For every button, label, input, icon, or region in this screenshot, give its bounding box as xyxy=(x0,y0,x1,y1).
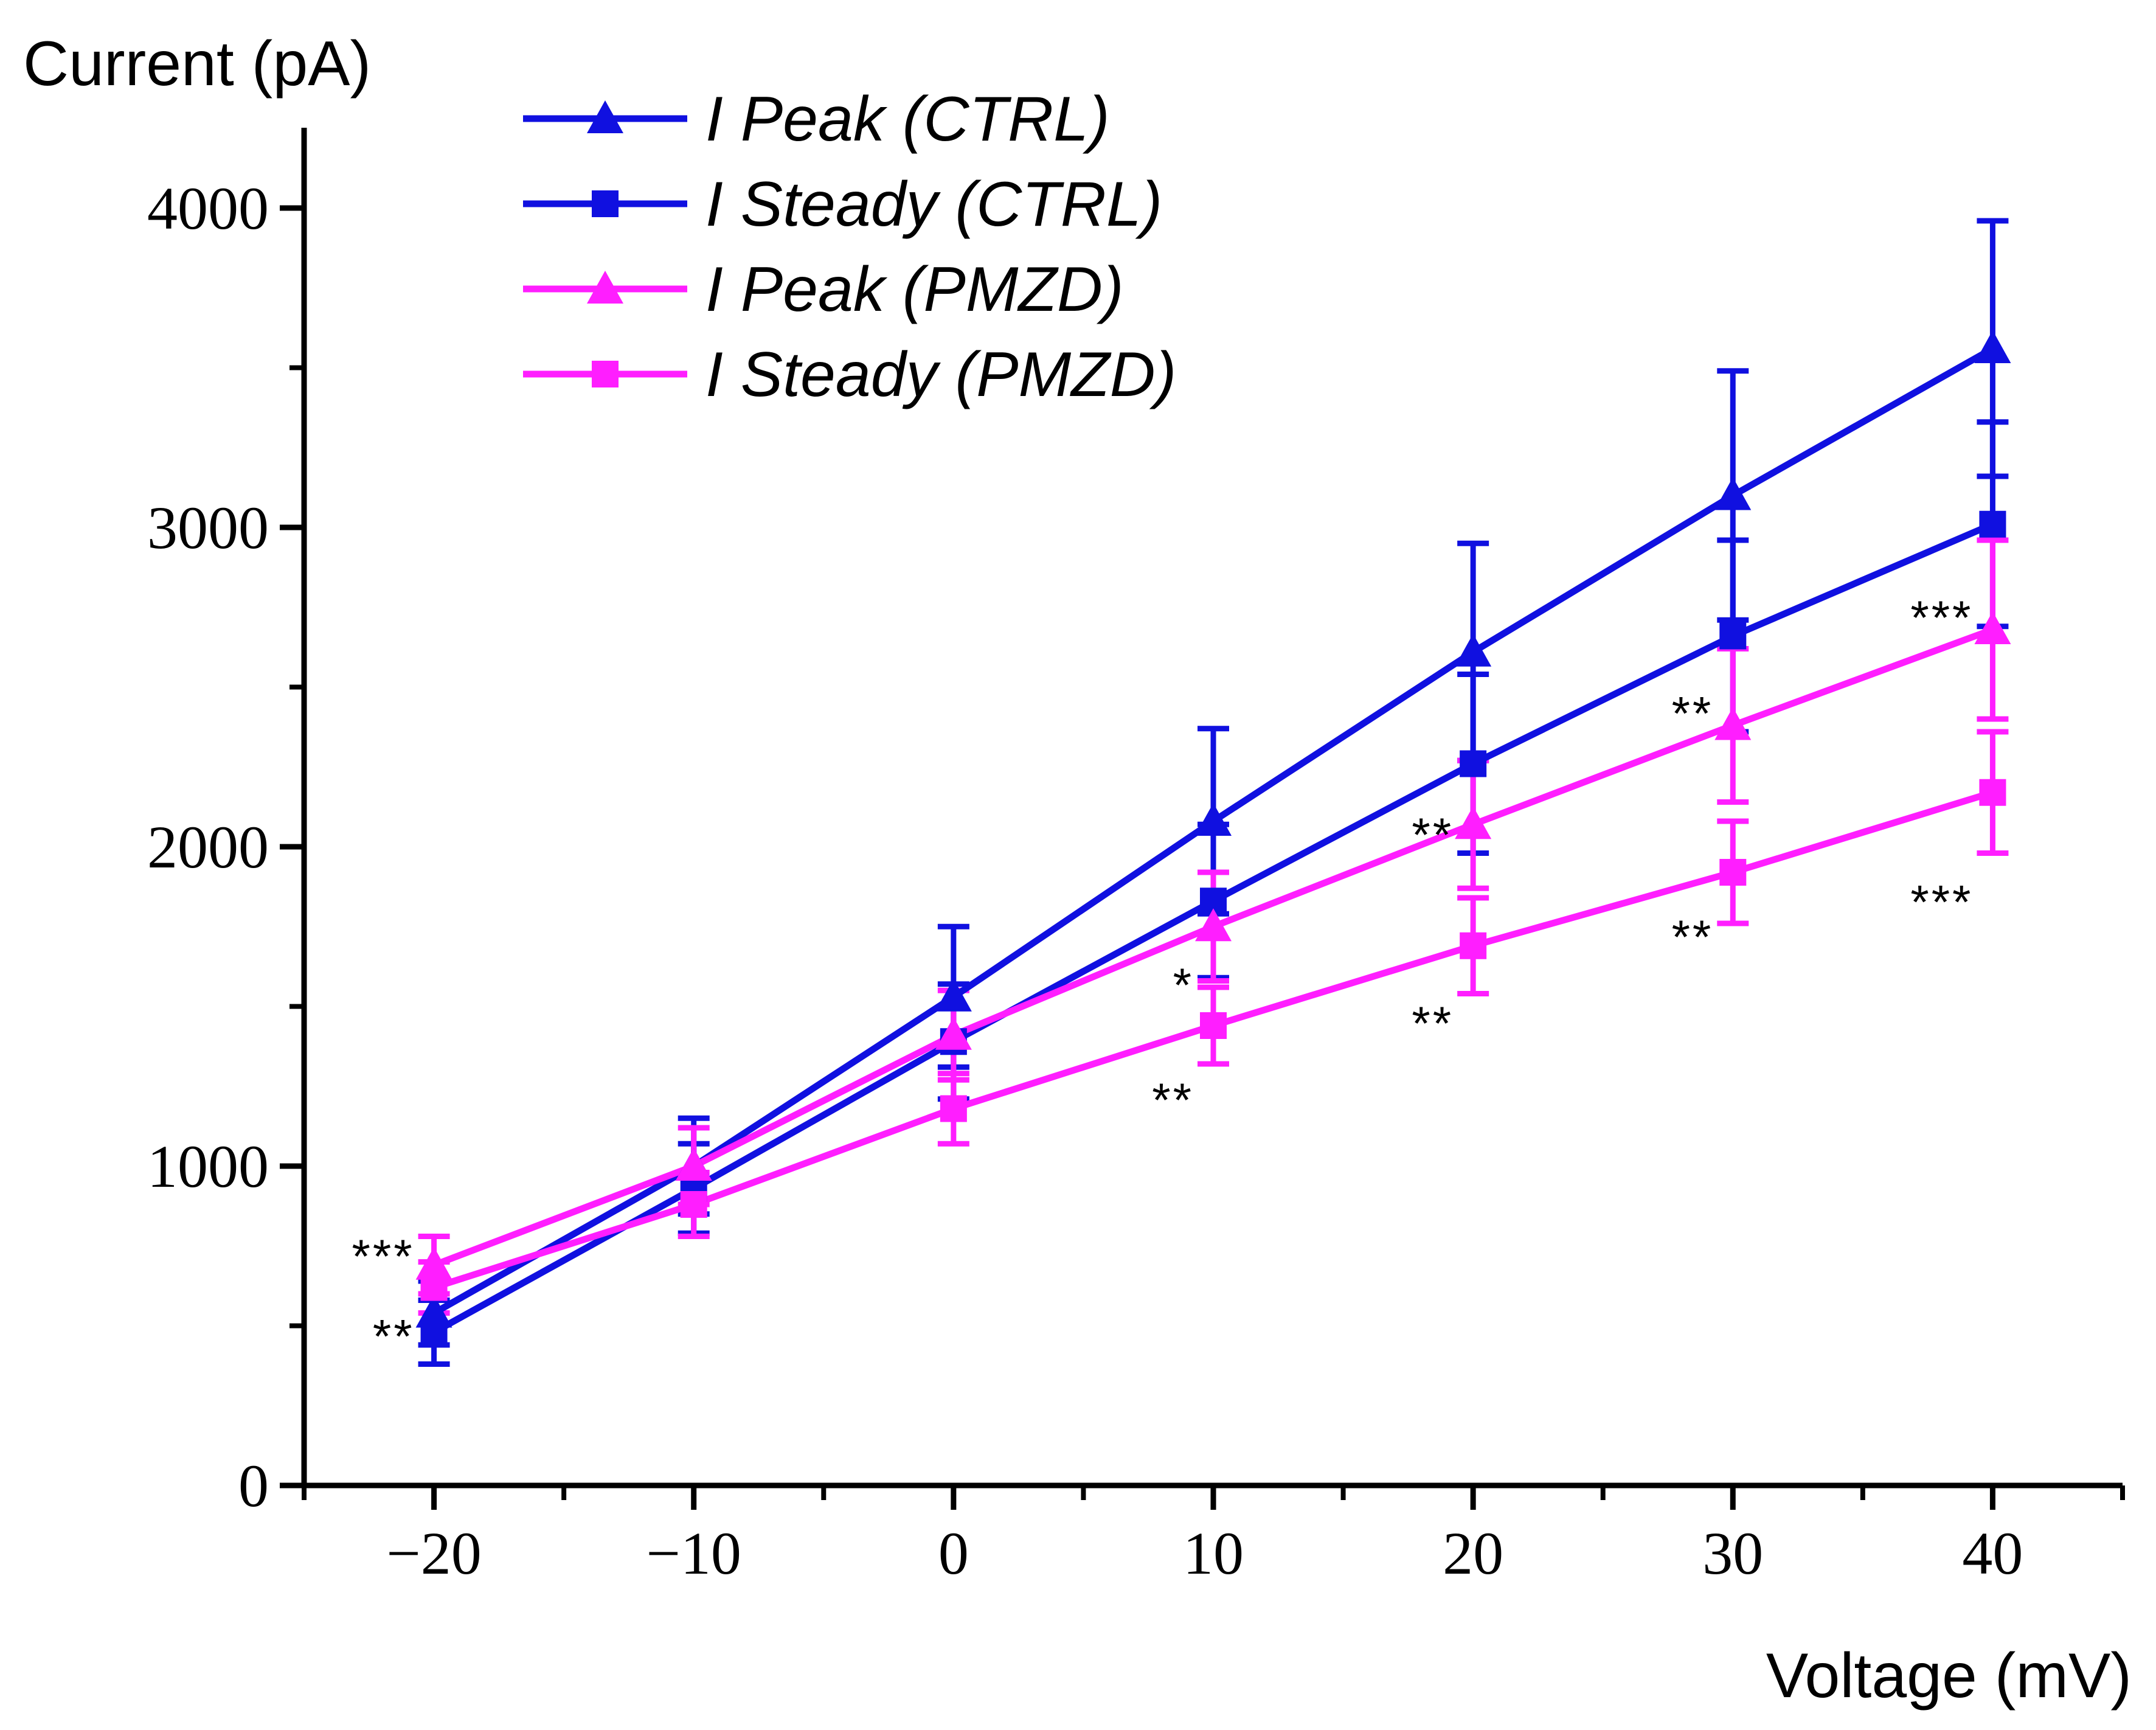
y-axis-title: Current (pA) xyxy=(23,29,371,99)
marker-i-steady-pmzd xyxy=(1719,859,1747,886)
legend-marker-i-peak-pmzd xyxy=(587,271,623,304)
significance-marker: *** xyxy=(352,1229,414,1283)
marker-i-peak-pmzd xyxy=(675,1148,712,1181)
x-tick-label: 0 xyxy=(938,1520,969,1587)
marker-i-steady-ctrl xyxy=(1979,510,2006,538)
marker-i-peak-pmzd xyxy=(1714,707,1752,740)
x-tick-label: 40 xyxy=(1962,1520,2023,1587)
legend-marker-i-peak-ctrl xyxy=(587,100,623,133)
data-markers xyxy=(415,330,2011,1346)
marker-i-steady-pmzd xyxy=(420,1274,448,1301)
y-tick-label: 3000 xyxy=(147,494,269,561)
significance-marker: ** xyxy=(1412,808,1454,861)
marker-i-steady-ctrl xyxy=(1719,622,1747,650)
marker-i-steady-pmzd xyxy=(940,1095,967,1122)
marker-i-peak-pmzd xyxy=(1455,806,1492,839)
significance-marker: ** xyxy=(373,1309,415,1363)
marker-i-peak-pmzd xyxy=(1974,611,2011,644)
x-tick-label: −20 xyxy=(386,1520,481,1587)
marker-i-steady-pmzd xyxy=(680,1191,707,1218)
y-tick-label: 0 xyxy=(238,1452,269,1520)
axes: 0 1000 2000 3000 4000 −20 −10 0 10 20 30 40 xyxy=(147,128,2125,1587)
y-tick-label: 1000 xyxy=(147,1133,269,1200)
marker-i-peak-pmzd xyxy=(935,1016,972,1050)
x-axis-title: Voltage (mV) xyxy=(1766,1641,2132,1711)
marker-i-steady-pmzd xyxy=(1979,779,2006,806)
x-tick-label: 20 xyxy=(1443,1520,1503,1587)
legend: I Peak (CTRL) I Steady (CTRL) I Peak (PMZD… xyxy=(523,84,1176,410)
marker-i-peak-ctrl xyxy=(1195,803,1232,836)
significance-marker: ** xyxy=(1672,687,1714,740)
significance-marker: ** xyxy=(1152,1073,1194,1127)
significance-annotations: ********************** xyxy=(352,591,1973,1363)
legend-marker-i-steady-ctrl xyxy=(592,190,619,217)
marker-i-steady-ctrl xyxy=(420,1319,448,1346)
marker-i-peak-ctrl xyxy=(935,978,972,1012)
y-tick-label: 4000 xyxy=(147,175,269,242)
legend-label-i-steady-pmzd: I Steady (PMZD) xyxy=(705,339,1176,410)
marker-i-peak-ctrl xyxy=(1974,330,2011,363)
marker-i-steady-ctrl xyxy=(1460,750,1487,777)
marker-i-peak-pmzd xyxy=(1195,908,1232,942)
legend-label-i-steady-ctrl: I Steady (CTRL) xyxy=(705,169,1162,240)
marker-i-peak-pmzd xyxy=(415,1246,452,1280)
marker-i-peak-ctrl xyxy=(1455,633,1492,667)
significance-marker: * xyxy=(1173,958,1194,1012)
x-tick-label: 10 xyxy=(1183,1520,1244,1587)
marker-i-steady-pmzd xyxy=(1460,932,1487,959)
significance-marker: *** xyxy=(1910,591,1973,644)
marker-i-steady-pmzd xyxy=(1200,1012,1227,1039)
y-tick-label: 2000 xyxy=(147,813,269,881)
legend-marker-i-steady-pmzd xyxy=(592,361,619,387)
significance-marker: ** xyxy=(1412,996,1454,1050)
x-tick-label: 30 xyxy=(1702,1520,1763,1587)
x-tick-label: −10 xyxy=(646,1520,741,1587)
legend-label-i-peak-pmzd: I Peak (PMZD) xyxy=(705,254,1124,325)
marker-i-peak-ctrl xyxy=(1714,477,1752,510)
legend-label-i-peak-ctrl: I Peak (CTRL) xyxy=(705,84,1110,155)
error-bars xyxy=(418,218,2009,1367)
significance-marker: ** xyxy=(1672,910,1714,964)
significance-marker: *** xyxy=(1910,875,1973,928)
